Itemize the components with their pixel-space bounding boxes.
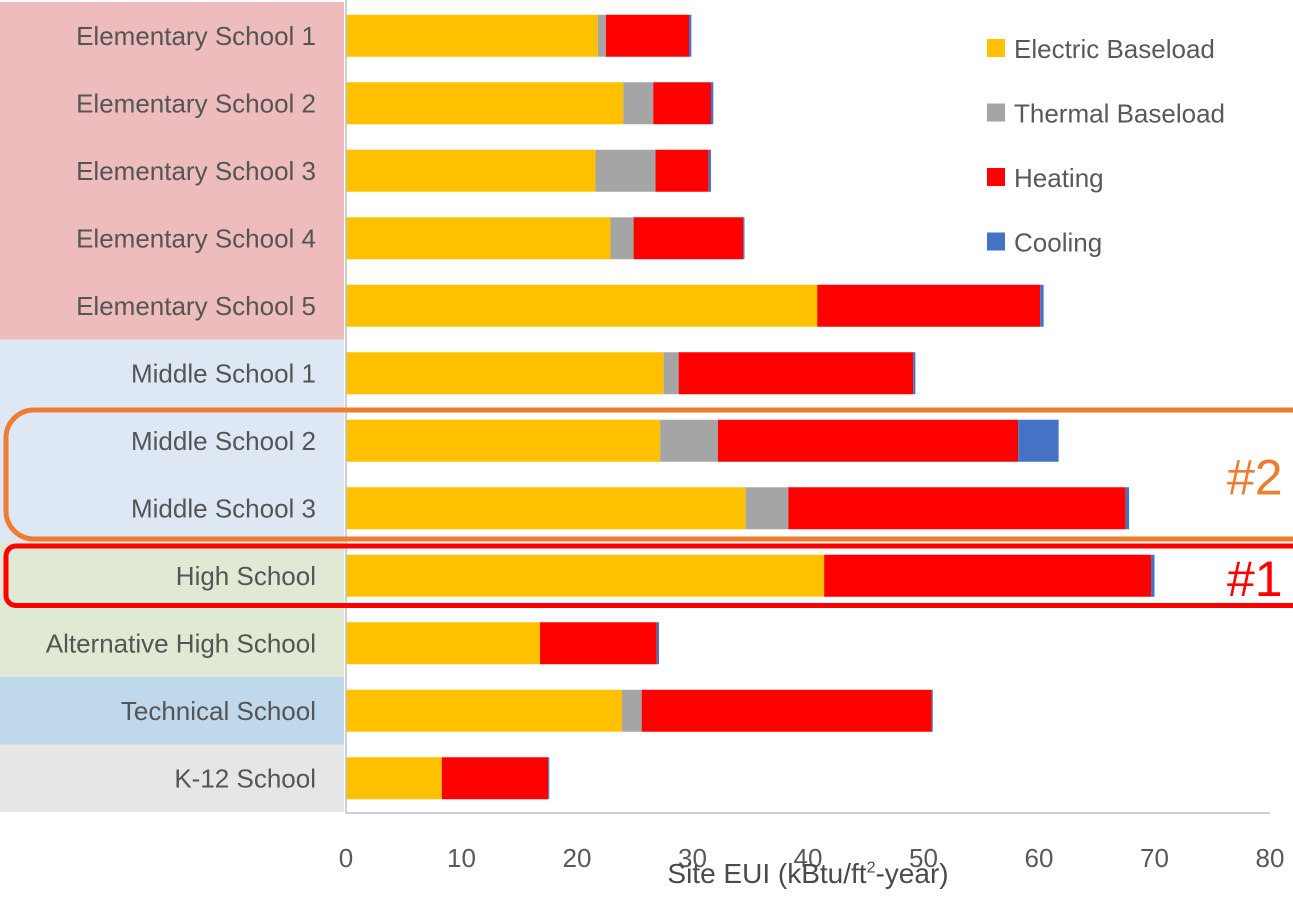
bar-elementary-school-5-heating (817, 284, 1041, 327)
category-band-middle-school-1 (0, 339, 344, 407)
bar-high-school-cooling (1151, 554, 1155, 597)
bar-elementary-school-4-cooling (743, 217, 745, 260)
x-axis: 0 10 20 30 40 50 60 70 80 (339, 0, 1285, 873)
category-label-middle-school-2: Middle School 2 (131, 426, 316, 456)
x-tick-label-30: 30 (678, 843, 707, 873)
category-band-elementary-school-2 (0, 69, 344, 137)
bar-elementary-school-4-electric-baseload (346, 217, 611, 260)
bar-elementary-school-2-thermal-baseload (623, 82, 654, 125)
bar-alternative-high-school-electric-baseload (346, 622, 541, 665)
bar-elementary-school-2-electric-baseload (346, 82, 624, 125)
category-label-elementary-school-4: Elementary School 4 (76, 223, 316, 253)
annotations: #2 #1 (3, 407, 1293, 608)
legend-swatch-heating (987, 168, 1005, 186)
category-label-elementary-school-5: Elementary School 5 (76, 291, 316, 321)
bar-elementary-school-2-cooling (710, 82, 714, 125)
category-label-technical-school: Technical School (121, 696, 316, 726)
bar-k-12-school-electric-baseload (346, 757, 442, 800)
bar-elementary-school-1-thermal-baseload (597, 14, 606, 57)
category-label-middle-school-3: Middle School 3 (131, 493, 316, 523)
bar-elementary-school-3-cooling (708, 149, 711, 192)
bar-middle-school-3-heating (788, 487, 1126, 530)
legend-label-heating: Heating (1014, 163, 1104, 193)
x-tick-label-50: 50 (909, 843, 938, 873)
bar-k-12-school-heating (441, 757, 549, 800)
bar-middle-school-1-thermal-baseload (663, 352, 679, 395)
bar-elementary-school-5-cooling (1040, 284, 1044, 327)
x-axis-label: Site EUI (kBtu/ft2-year) (667, 858, 949, 889)
x-tick-label-60: 60 (1025, 843, 1054, 873)
bar-elementary-school-4-heating (633, 217, 744, 260)
x-tick-label-0: 0 (339, 843, 353, 873)
legend-swatch-electric-baseload (987, 39, 1005, 57)
bar-technical-school-thermal-baseload (622, 689, 642, 732)
category-band-high-school (0, 542, 344, 610)
bar-middle-school-3-electric-baseload (346, 487, 746, 530)
legend-label-thermal-baseload: Thermal Baseload (1014, 99, 1225, 129)
category-band-k-12-school (0, 744, 344, 812)
legend-swatch-cooling (987, 232, 1005, 251)
bar-middle-school-3-thermal-baseload (745, 487, 789, 530)
x-tick-label-70: 70 (1140, 843, 1169, 873)
bar-elementary-school-1-cooling (689, 14, 692, 57)
legend-swatch-thermal-baseload (987, 103, 1005, 122)
highlight-label-1: #1 (1227, 551, 1283, 607)
category-label-elementary-school-3: Elementary School 3 (76, 156, 316, 186)
bars (346, 14, 1155, 800)
category-band-middle-school-2 (0, 407, 344, 475)
legend-label-cooling: Cooling (1014, 228, 1102, 258)
bar-high-school-electric-baseload (346, 554, 825, 597)
x-tick-label-10: 10 (447, 843, 476, 873)
bar-middle-school-3-cooling (1125, 487, 1130, 530)
category-label-k-12-school: K-12 School (174, 763, 316, 793)
bar-middle-school-1-electric-baseload (346, 352, 664, 395)
highlight-box-2 (3, 407, 1293, 542)
category-label-alternative-high-school: Alternative High School (46, 628, 316, 658)
bar-middle-school-2-heating (717, 419, 1019, 462)
legend: Electric Baseload Thermal Baseload Heating… (987, 34, 1225, 258)
bar-elementary-school-3-thermal-baseload (595, 149, 656, 192)
bar-high-school-heating (824, 554, 1152, 597)
category-band-elementary-school-5 (0, 272, 344, 340)
category-band-elementary-school-4 (0, 204, 344, 272)
bar-elementary-school-1-electric-baseload (346, 14, 598, 57)
bar-elementary-school-5-electric-baseload (346, 284, 818, 327)
category-label-elementary-school-2: Elementary School 2 (76, 88, 316, 118)
bar-middle-school-2-thermal-baseload (660, 419, 718, 462)
bar-k-12-school-cooling (548, 757, 550, 800)
bar-middle-school-2-electric-baseload (346, 419, 661, 462)
bar-elementary-school-4-thermal-baseload (610, 217, 634, 260)
bar-elementary-school-3-heating (655, 149, 709, 192)
bar-elementary-school-1-heating (605, 14, 690, 57)
category-band-elementary-school-1 (0, 2, 344, 70)
x-tick-label-20: 20 (563, 843, 592, 873)
legend-label-electric-baseload: Electric Baseload (1014, 34, 1215, 64)
highlight-label-2: #2 (1227, 450, 1283, 506)
bar-elementary-school-3-electric-baseload (346, 149, 596, 192)
category-band-middle-school-3 (0, 474, 344, 542)
bar-alternative-high-school-heating (540, 622, 657, 665)
category-band-alternative-high-school (0, 609, 344, 677)
x-tick-label-80: 80 (1256, 843, 1285, 873)
category-label-elementary-school-1: Elementary School 1 (76, 21, 316, 51)
category-band-elementary-school-3 (0, 137, 344, 205)
bar-middle-school-1-cooling (913, 352, 916, 395)
bar-elementary-school-2-heating (653, 82, 711, 125)
category-label-high-school: High School (176, 561, 316, 591)
category-bands: Elementary School 1 Elementary School 2 El… (0, 2, 344, 812)
bar-technical-school-electric-baseload (346, 689, 623, 732)
x-tick-label-40: 40 (794, 843, 823, 873)
category-label-middle-school-1: Middle School 1 (131, 358, 316, 388)
category-band-technical-school (0, 677, 344, 745)
bar-middle-school-2-cooling (1018, 419, 1059, 462)
bar-alternative-high-school-cooling (656, 622, 660, 665)
highlight-box-1 (3, 543, 1293, 608)
bar-technical-school-cooling (931, 689, 933, 732)
bar-middle-school-1-heating (678, 352, 914, 395)
bar-technical-school-heating (641, 689, 932, 732)
